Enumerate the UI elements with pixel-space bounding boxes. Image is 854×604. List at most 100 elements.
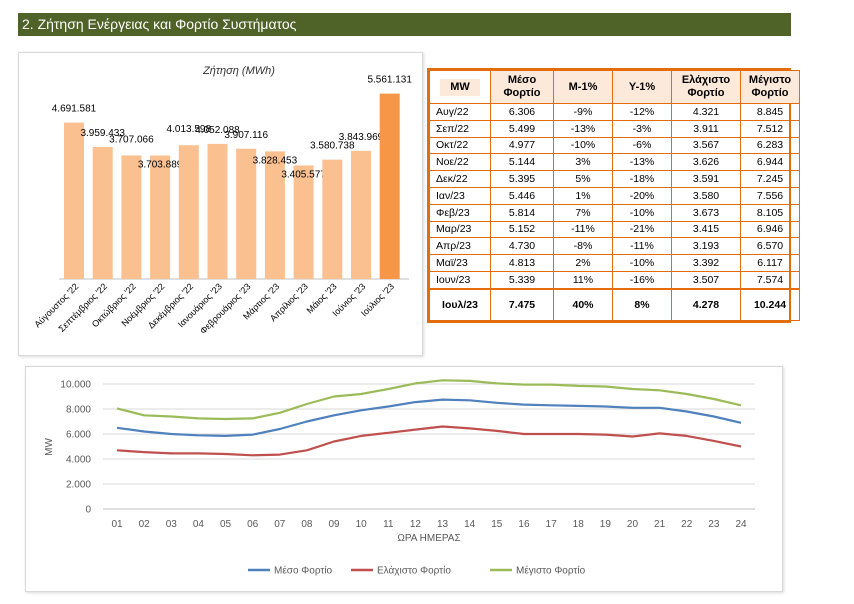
table-cell: -9% [553,103,613,121]
table-cell: -11% [612,237,672,256]
load-table: MW Μέσο Φορτίο Μ-1% Υ-1% Ελάχιστο Φορτίο Μέγι… [429,70,800,321]
bar-value-label: 3.959.433 [80,128,125,139]
table-cell: 7% [553,203,613,222]
table-cell: -6% [612,136,672,155]
x-tick-label: 10 [356,519,368,530]
x-tick-label: 02 [139,519,151,530]
table-row: Ιουλ/23 7.475 40% 8% 4.278 10.244 [429,288,800,321]
hourly-load-chart-panel: 0 2.000 4.000 6.000 8.000 10.000 01 02 03 04 05 06 0… [25,366,783,592]
table-cell: -16% [612,270,672,290]
x-tick-label: 16 [518,519,530,530]
x-tick-label: 12 [410,519,422,530]
legend-label: Ελάχιστο Φορτίο [377,565,451,577]
max-load-line [116,379,742,421]
table-cell: Μαρ/23 [429,220,491,239]
table-cell: 6.944 [740,153,800,172]
x-tick-label: 17 [546,519,558,530]
table-cell: 3.673 [671,203,741,222]
y-tick-label: 4.000 [66,455,91,466]
x-tick-label: 11 [383,519,394,530]
table-cell: Ιουλ/23 [429,288,491,321]
table-cell: -20% [612,186,672,205]
table-cell: 4.977 [490,136,554,155]
table-header: Μ-1% [553,70,613,104]
x-tick-label: 23 [708,519,720,530]
x-tick-label: 18 [573,519,585,530]
table-cell: Ιουν/23 [429,270,491,290]
legend-label: Μέσο Φορτίο [274,565,333,577]
table-cell: 7.245 [740,170,800,188]
table-cell: 6.283 [740,136,800,155]
bar-value-label: 4.013.598 [167,124,212,135]
section-title: 2. Ζήτηση Ενέργειας και Φορτίο Συστήματο… [18,13,791,36]
table-cell: 5.446 [490,186,554,205]
legend-label: Μέγιστο Φορτίο [516,565,586,577]
y-tick-label: 0 [85,505,91,516]
bar-value-label: 3.707.066 [109,134,154,145]
bar-7 [236,148,257,279]
table-row: Φεβ/23 5.814 7% -10% 3.673 8.105 [429,203,800,222]
min-load-line [116,425,742,457]
table-cell: -21% [612,220,672,239]
bar-value-label: 5.561.131 [367,75,412,86]
table-cell: 3% [553,153,613,172]
table-cell: Αυγ/22 [429,103,491,121]
table-cell: Φεβ/23 [429,203,491,222]
table-cell: -10% [553,136,613,155]
bar-11 [351,150,371,279]
bar-2 [92,147,113,279]
table-cell: 6.570 [740,237,800,256]
table-cell: 40% [553,288,613,321]
bar-value-label: 3.580.738 [310,141,355,152]
table-row: Οκτ/22 4.977 -10% -6% 3.567 6.283 [429,136,800,155]
bar-value-label: 3.843.969 [339,132,384,143]
table-row: Μαϊ/23 4.813 2% -10% 3.392 6.117 [429,254,800,272]
bar-value-label: 3.828.453 [253,155,298,166]
bar-12 [379,93,400,279]
x-tick-label: 03 [166,519,178,530]
table-cell: -18% [612,170,672,188]
table-cell: 10.244 [740,288,800,321]
table-cell: 5% [553,170,613,188]
table-cell: 3.507 [671,270,741,290]
x-tick-label: 07 [274,519,286,530]
table-row: Απρ/23 4.730 -8% -11% 3.193 6.570 [429,237,800,256]
table-cell: 3.415 [671,220,741,239]
table-cell: 5.152 [490,220,554,239]
table-cell: 7.574 [740,270,800,290]
bar-8 [264,151,285,279]
x-tick-label: 06 [247,519,259,530]
table-cell: Οκτ/22 [429,136,491,155]
table-header: MW [429,70,491,104]
table-row: Νοε/22 5.144 3% -13% 3.626 6.944 [429,153,800,172]
table-cell: 5.499 [490,119,554,138]
table-cell: 6.946 [740,220,800,239]
table-row: Σεπ/22 5.499 -13% -3% 3.911 7.512 [429,119,800,138]
x-tick-label: 21 [654,519,666,530]
bar-chart-title: Ζήτηση (MWh) [202,65,275,77]
x-axis-label: ΩΡΑ ΗΜΕΡΑΣ [397,533,460,544]
table-row: Μαρ/23 5.152 -11% -21% 3.415 6.946 [429,220,800,239]
table-cell: 1% [553,186,613,205]
table-cell: 5.339 [490,270,554,290]
table-cell: Σεπ/22 [429,119,491,138]
table-cell: 5.144 [490,153,554,172]
table-cell: 7.512 [740,119,800,138]
table-cell: -13% [612,153,672,172]
table-row: Δεκ/22 5.395 5% -18% 3.591 7.245 [429,170,800,188]
table-header-label: MW [440,78,480,96]
table-cell: -12% [612,103,672,121]
table-cell: 3.626 [671,153,741,172]
y-tick-label: 6.000 [66,430,91,441]
demand-bar-chart-panel: Ζήτηση (MWh) 4.691.581 Αύγουστος '22 3.959.… [18,52,423,356]
bar-value-label: 4.691.581 [52,104,97,115]
table-cell: 5.395 [490,170,554,188]
table-cell: 4.813 [490,254,554,272]
table-cell: 3.911 [671,119,741,138]
table-cell: 7.556 [740,186,800,205]
table-row: Ιουν/23 5.339 11% -16% 3.507 7.574 [429,270,800,290]
table-cell: -10% [612,254,672,272]
table-cell: Δεκ/22 [429,170,491,188]
table-cell: 3.580 [671,186,741,205]
